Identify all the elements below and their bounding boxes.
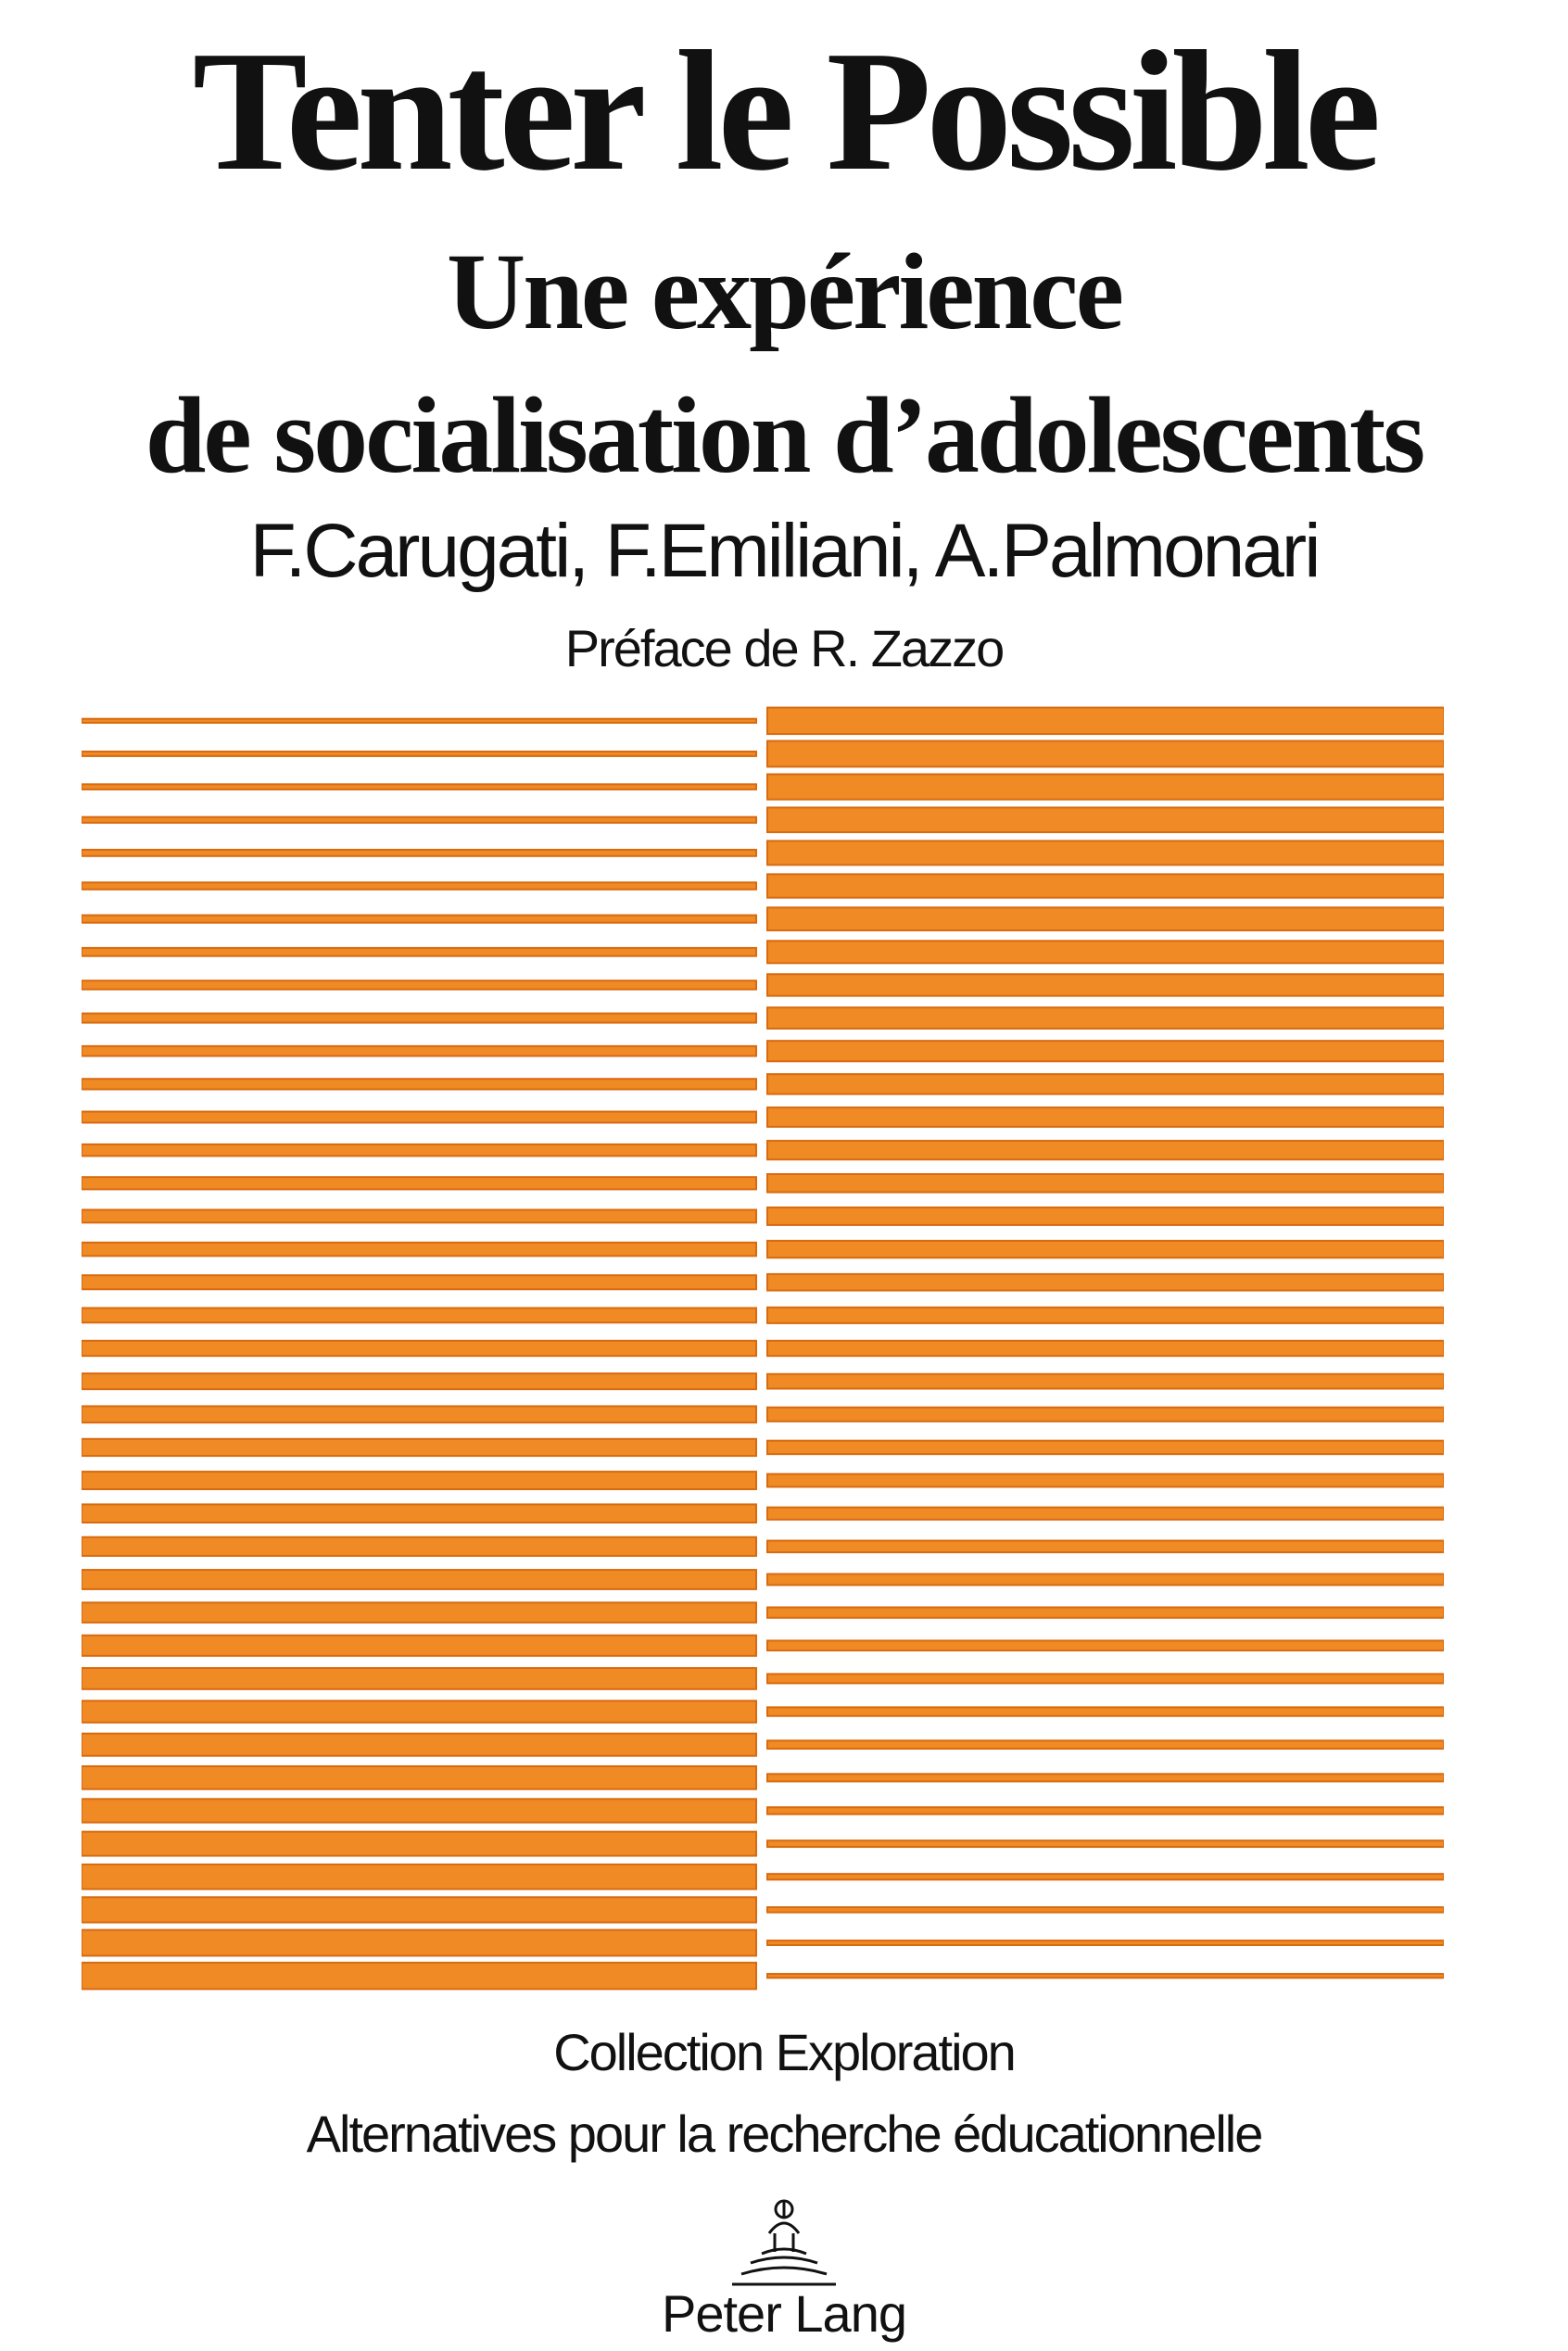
left-panel-stripe-30	[82, 1667, 757, 1690]
left-panel-stripe-6	[82, 881, 757, 891]
right-panel-stripe-30	[766, 1673, 1444, 1685]
right-panel-stripe-29	[766, 1639, 1444, 1652]
left-panel-stripe-11	[82, 1044, 757, 1057]
left-panel-stripe-23	[82, 1437, 757, 1458]
right-panel-stripe-7	[766, 906, 1444, 932]
right-panel-stripe-38	[766, 1940, 1444, 1946]
right-panel-stripe-32	[766, 1739, 1444, 1751]
right-panel-stripe-5	[766, 840, 1444, 866]
left-panel-stripe-29	[82, 1634, 757, 1657]
left-panel-stripe-21	[82, 1372, 757, 1391]
left-panel-stripe-31	[82, 1700, 757, 1724]
right-panel-stripe-15	[766, 1173, 1444, 1194]
right-panel-stripe-26	[766, 1539, 1444, 1554]
right-panel-stripe-25	[766, 1506, 1444, 1521]
publisher-name: Peter Lang	[662, 2284, 907, 2343]
right-panel-stripe-20	[766, 1339, 1444, 1358]
left-panel-stripe-18	[82, 1274, 757, 1291]
left-panel-stripe-33	[82, 1764, 757, 1790]
right-panel-stripe-8	[766, 940, 1444, 965]
left-panel-stripe-32	[82, 1732, 757, 1757]
left-panel-stripe-5	[82, 848, 757, 857]
left-panel-stripe-3	[82, 783, 757, 790]
right-panel-stripe-13	[766, 1106, 1444, 1128]
right-panel-stripe-12	[766, 1073, 1444, 1095]
left-panel-stripe-4	[82, 815, 757, 824]
left-panel-stripe-34	[82, 1798, 757, 1824]
left-panel-stripe-39	[82, 1961, 757, 1991]
left-panel-stripe-17	[82, 1241, 757, 1258]
series-name: Alternatives pour la recherche éducation…	[306, 2105, 1264, 2163]
left-panel-stripe-12	[82, 1078, 757, 1091]
right-panel-stripe-19	[766, 1306, 1444, 1324]
right-panel-stripe-1	[766, 706, 1444, 736]
right-panel-stripe-9	[766, 973, 1444, 997]
subtitle-line-1: Une expérience	[447, 231, 1124, 352]
left-panel-stripe-2	[82, 751, 757, 757]
left-panel-stripe-26	[82, 1536, 757, 1557]
left-panel-stripe-27	[82, 1569, 757, 1590]
right-panel-stripe-31	[766, 1706, 1444, 1717]
left-panel-stripe-22	[82, 1405, 757, 1424]
left-panel-stripe-19	[82, 1307, 757, 1324]
right-panel-stripe-23	[766, 1439, 1444, 1456]
right-panel-stripe-39	[766, 1973, 1444, 1979]
preface-credit: Préface de R. Zazzo	[564, 619, 1005, 677]
left-panel-stripe-36	[82, 1863, 757, 1890]
right-panel-stripe-28	[766, 1606, 1444, 1619]
right-panel-stripe-36	[766, 1873, 1444, 1881]
left-panel-stripe-38	[82, 1928, 757, 1957]
left-panel-stripe-10	[82, 1012, 757, 1024]
collection-name: Collection Exploration	[553, 2023, 1017, 2081]
book-title: Tenter le Possible	[192, 16, 1382, 207]
right-panel-stripe-21	[766, 1372, 1444, 1390]
left-panel-stripe-20	[82, 1339, 757, 1358]
right-panel-stripe-4	[766, 806, 1444, 834]
peter-lang-logo-icon	[732, 2199, 836, 2286]
left-panel-stripe-14	[82, 1143, 757, 1157]
right-panel-stripe-37	[766, 1906, 1444, 1914]
right-panel-stripe-10	[766, 1006, 1444, 1030]
left-panel-stripe-16	[82, 1208, 757, 1224]
right-panel-stripe-16	[766, 1206, 1444, 1226]
right-panel-stripe-14	[766, 1140, 1444, 1161]
left-panel-stripe-28	[82, 1601, 757, 1624]
right-panel-stripe-22	[766, 1406, 1444, 1422]
authors: F.Carugati, F.Emiliani, A.Palmonari	[249, 509, 1321, 593]
right-panel-stripe-3	[766, 773, 1444, 801]
right-panel-stripe-27	[766, 1573, 1444, 1586]
left-panel-stripe-35	[82, 1830, 757, 1857]
right-panel-stripe-6	[766, 873, 1444, 899]
right-panel-stripe-35	[766, 1839, 1444, 1849]
left-panel-stripe-25	[82, 1503, 757, 1523]
right-panel-stripe-24	[766, 1473, 1444, 1488]
right-panel-stripe-34	[766, 1806, 1444, 1815]
striped-artwork	[82, 706, 1444, 1991]
left-panel-stripe-37	[82, 1896, 757, 1924]
right-panel-stripe-11	[766, 1040, 1444, 1063]
right-panel-stripe-18	[766, 1272, 1444, 1292]
subtitle-line-2: de socialisation d’adolescents	[145, 374, 1426, 496]
left-panel-stripe-24	[82, 1471, 757, 1491]
left-panel-stripe-13	[82, 1110, 757, 1124]
right-panel-stripe-2	[766, 739, 1444, 768]
right-panel-stripe-17	[766, 1239, 1444, 1259]
left-panel-stripe-8	[82, 946, 757, 957]
left-panel-stripe-15	[82, 1176, 757, 1191]
left-panel-stripe-9	[82, 980, 757, 991]
right-panel-stripe-33	[766, 1773, 1444, 1783]
left-panel-stripe-7	[82, 914, 757, 924]
left-panel-stripe-1	[82, 717, 757, 724]
